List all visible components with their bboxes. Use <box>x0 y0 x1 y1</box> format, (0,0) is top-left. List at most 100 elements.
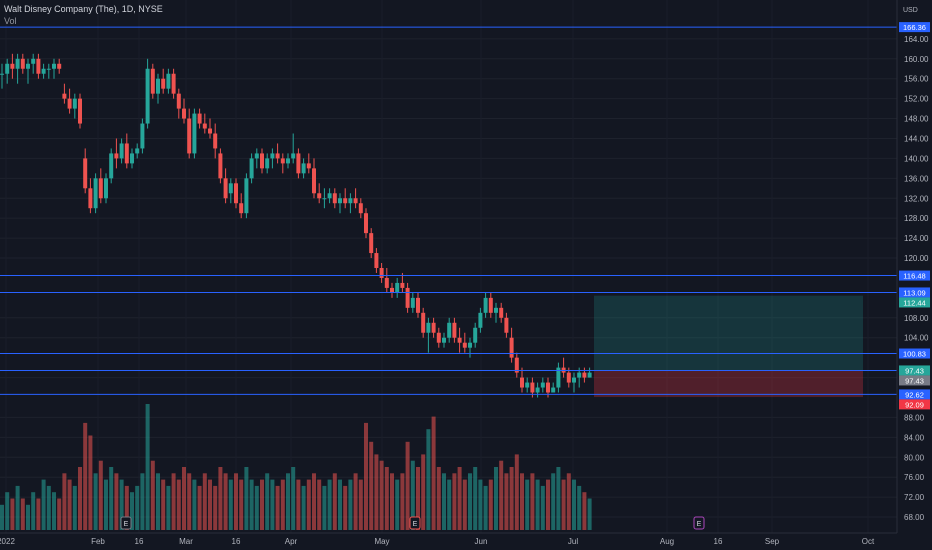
volume-bar <box>171 473 176 530</box>
price-label-text: 100.83 <box>903 350 926 359</box>
candle-body <box>468 342 472 348</box>
volume-bar <box>218 467 223 530</box>
volume-bar <box>197 485 202 530</box>
price-label: 113.09 <box>899 287 930 298</box>
time-tick-label: May <box>374 537 389 546</box>
candle-body <box>473 327 478 343</box>
candle-body <box>239 203 244 214</box>
volume-bar <box>41 479 46 530</box>
candle-body <box>10 63 15 69</box>
volume-bar <box>239 479 244 530</box>
candle-body <box>306 163 311 169</box>
volume-bar <box>57 498 62 530</box>
volume-bar <box>530 473 535 530</box>
candle-body <box>244 178 249 214</box>
candle-body <box>218 153 223 179</box>
volume-bar <box>483 485 488 530</box>
volume-bar <box>317 479 322 530</box>
candle-body <box>478 312 483 328</box>
volume-bar <box>546 479 550 530</box>
volume-bar <box>452 473 457 530</box>
candle-body <box>494 307 498 313</box>
candle-body <box>301 163 306 174</box>
price-label: 97.43 <box>899 365 930 376</box>
volume-bar <box>577 485 582 530</box>
volume-bar <box>234 473 238 530</box>
volume-bar <box>322 485 327 530</box>
candle-body <box>5 63 10 74</box>
candle-body <box>343 198 348 204</box>
price-label-bg <box>899 297 930 308</box>
price-label: 166.36 <box>899 22 930 33</box>
volume-bar <box>182 467 186 530</box>
volume-bar <box>26 504 30 530</box>
volume-bar <box>130 492 134 530</box>
candle-body <box>62 93 67 99</box>
price-tick-label: 140.00 <box>904 154 929 163</box>
candle-body <box>124 143 129 164</box>
time-axis-ticks[interactable]: 2022 Feb 16 Mar 16 Apr May Jun Jul Aug 16 Sep Oct <box>0 537 875 546</box>
volume-bar <box>468 473 472 530</box>
candle-body <box>72 98 77 109</box>
candle-body <box>348 198 353 204</box>
candle-body <box>447 322 452 338</box>
time-tick-label: 16 <box>232 537 241 546</box>
candle-body <box>457 337 462 343</box>
price-tick-label: 88.00 <box>904 413 925 422</box>
price-tick-label: 108.00 <box>904 314 929 323</box>
time-tick-label: Mar <box>179 537 193 546</box>
volume-bar <box>67 479 72 530</box>
volume-bar <box>384 467 389 530</box>
volume-bar <box>31 492 36 530</box>
candle-body <box>551 387 556 393</box>
volume-bar <box>291 467 296 530</box>
candle-body <box>483 297 488 313</box>
candle-body <box>364 213 368 234</box>
candle-body <box>317 193 322 199</box>
volume-bar <box>202 473 207 530</box>
candle-body <box>78 98 82 124</box>
volume-bar <box>332 473 337 530</box>
volume-bar <box>249 479 254 530</box>
volume-bar <box>306 479 311 530</box>
grid <box>0 38 897 518</box>
volume-bar <box>109 467 114 530</box>
volume-bar <box>379 460 384 530</box>
price-label: 92.62 <box>899 389 930 400</box>
price-label-text: 92.62 <box>905 390 924 399</box>
candle-body <box>410 297 415 308</box>
horizontal-lines[interactable] <box>0 26 897 395</box>
price-tick-label: 132.00 <box>904 194 929 203</box>
candle-body <box>535 387 540 393</box>
earnings-marker: E <box>693 516 705 530</box>
price-tick-label: 148.00 <box>904 115 929 124</box>
candle-body <box>312 168 316 194</box>
candle-body <box>182 108 186 119</box>
volume-bar <box>166 485 171 530</box>
time-tick-label: 16 <box>714 537 723 546</box>
candle-body <box>20 58 25 69</box>
volume-bar <box>223 473 228 530</box>
marker-label: E <box>697 521 702 528</box>
volume-bar <box>150 460 155 530</box>
volume-bars <box>0 404 592 530</box>
marker-label: E <box>124 521 129 528</box>
candle-body <box>187 118 192 154</box>
volume-bar <box>540 485 545 530</box>
time-tick-label: Aug <box>660 537 674 546</box>
volume-bar <box>312 473 316 530</box>
candle-body <box>587 372 592 378</box>
candles <box>0 53 592 398</box>
price-label-text: 112.44 <box>903 298 925 307</box>
volume-bar <box>10 498 15 530</box>
volume-bar <box>525 479 530 530</box>
volume-bar <box>353 473 358 530</box>
candle-body <box>88 188 93 209</box>
volume-bar <box>244 467 249 530</box>
price-tick-label: 120.00 <box>904 254 929 263</box>
volume-bar <box>280 479 285 530</box>
volume-bar <box>301 485 306 530</box>
